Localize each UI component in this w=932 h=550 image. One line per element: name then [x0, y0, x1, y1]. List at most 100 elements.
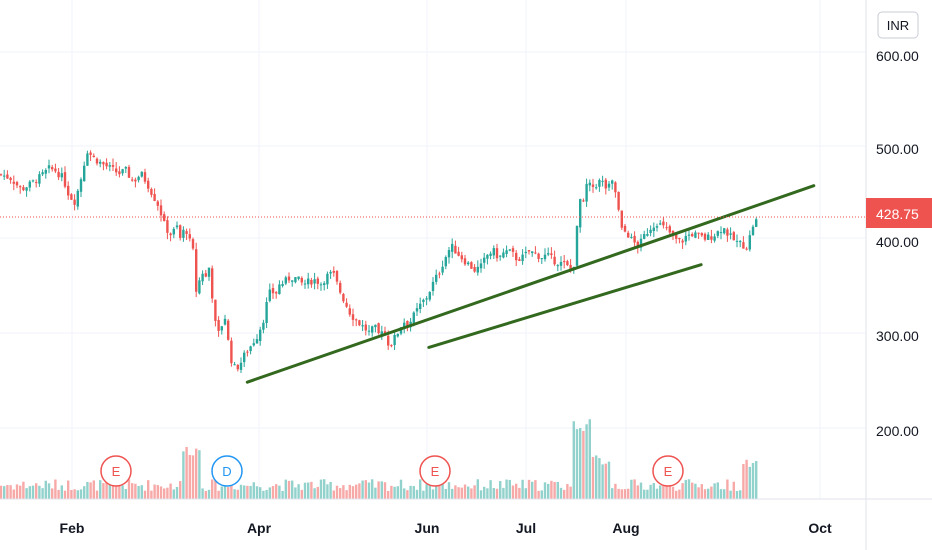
- candle-body: [476, 266, 479, 273]
- candle-body: [230, 340, 233, 364]
- volume-bar: [518, 487, 521, 499]
- x-tick-label: Jul: [516, 520, 536, 536]
- volume-bar: [243, 485, 246, 499]
- volume-bar: [553, 481, 556, 499]
- volume-bar: [358, 483, 361, 499]
- volume-bar: [124, 488, 127, 499]
- volume-bar: [310, 481, 313, 499]
- dividend-marker-label: D: [222, 464, 231, 479]
- candle-body: [479, 263, 483, 269]
- last-price-label: 428.75: [876, 206, 919, 222]
- volume-bar: [521, 479, 524, 499]
- volume-bar: [249, 485, 252, 499]
- volume-bar: [159, 486, 163, 499]
- candle-body: [387, 335, 390, 346]
- earnings-marker[interactable]: [652, 455, 684, 487]
- candle-body: [719, 232, 723, 234]
- volume-bar: [12, 489, 15, 499]
- candle-body: [47, 165, 51, 169]
- candle-body: [127, 166, 131, 178]
- candle-body: [415, 308, 419, 312]
- volume-bar: [326, 484, 329, 499]
- volume-bar: [92, 480, 95, 499]
- candle-body: [175, 225, 179, 228]
- volume-bar: [367, 482, 371, 499]
- volume-bar: [735, 490, 739, 499]
- dividend-marker[interactable]: [211, 455, 243, 487]
- volume-bar: [115, 483, 118, 499]
- volume-bar: [566, 484, 569, 499]
- trendlines[interactable]: [245, 184, 816, 384]
- volume-bar: [655, 488, 659, 499]
- volume-bar: [396, 486, 399, 499]
- candle-body: [671, 230, 675, 235]
- candle-body: [652, 227, 655, 231]
- volume-bar: [166, 487, 169, 499]
- candle-body: [73, 199, 76, 205]
- volume-bar: [399, 479, 403, 499]
- volume-bar: [265, 489, 268, 499]
- y-tick-label: 300.00: [876, 328, 919, 344]
- candle-body: [185, 231, 188, 234]
- candle-body: [364, 324, 367, 331]
- candle-body: [316, 278, 319, 284]
- volume-bar: [435, 484, 438, 499]
- candle-body: [191, 239, 195, 249]
- candle-body: [694, 232, 697, 238]
- candle-body: [700, 233, 703, 236]
- earnings-marker[interactable]: [419, 455, 451, 487]
- candle-body: [220, 326, 223, 331]
- volume-bar: [60, 485, 63, 499]
- volume-bar: [307, 482, 310, 499]
- candle-body: [460, 255, 463, 260]
- x-tick-label: Aug: [612, 520, 639, 536]
- volume-bar: [665, 481, 668, 499]
- candle-body: [582, 200, 585, 202]
- x-tick-label: Apr: [247, 520, 272, 536]
- candle-body: [470, 262, 473, 269]
- candle-body: [454, 245, 457, 254]
- volume-bar: [707, 488, 710, 499]
- earnings-marker[interactable]: [100, 455, 132, 487]
- volume-bar: [598, 458, 601, 499]
- volume-bar: [483, 486, 486, 499]
- volume-bar: [211, 479, 214, 499]
- volume-bar: [140, 485, 143, 499]
- volume-bar: [639, 482, 643, 499]
- volume-bar: [271, 486, 275, 499]
- candle-body: [505, 250, 508, 254]
- candle-body: [201, 273, 204, 282]
- currency-badge[interactable]: INR: [877, 11, 919, 39]
- candle-body: [188, 234, 191, 239]
- volume-bar: [652, 483, 655, 499]
- candle-body: [508, 249, 511, 251]
- candle-body: [492, 248, 495, 256]
- candle-body: [313, 279, 316, 284]
- volume-bar: [233, 489, 236, 499]
- volume-bar: [278, 485, 281, 499]
- volume-bar: [415, 489, 419, 499]
- candle-body: [207, 267, 211, 277]
- candle-body: [431, 281, 435, 292]
- volume-bar: [230, 484, 233, 499]
- volume-bar: [419, 479, 422, 499]
- candle-body: [521, 254, 524, 262]
- volume-bar: [227, 487, 230, 499]
- candle-body: [140, 171, 143, 177]
- volume-bar: [70, 490, 73, 499]
- candle-body: [377, 323, 380, 334]
- volume-bar: [755, 460, 758, 499]
- candle-body: [623, 225, 627, 232]
- candle-body: [332, 270, 335, 273]
- volume-bar: [239, 484, 243, 499]
- candle-body: [223, 318, 227, 325]
- y-tick-label: 500.00: [876, 141, 919, 157]
- candle-body: [716, 231, 719, 236]
- candle-body: [425, 298, 428, 300]
- volume-bar: [163, 488, 166, 499]
- candle-body: [371, 326, 374, 333]
- volume-bar: [726, 479, 729, 499]
- volume-bar: [105, 479, 108, 499]
